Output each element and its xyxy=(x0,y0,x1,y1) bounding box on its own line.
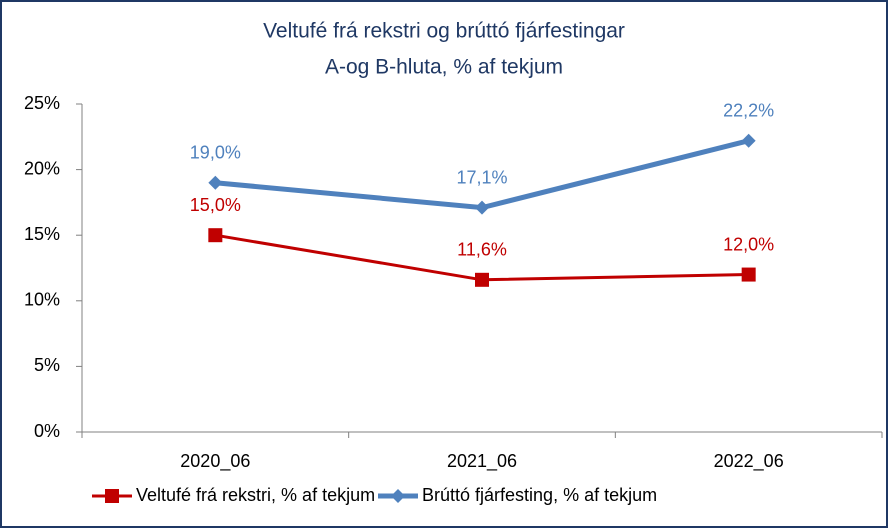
marker xyxy=(105,489,119,503)
y-tick-label: 10% xyxy=(24,290,60,310)
data-label: 17,1% xyxy=(456,167,507,187)
data-label: 15,0% xyxy=(190,195,241,215)
data-label: 12,0% xyxy=(723,234,774,254)
legend-label: Veltufé frá rekstri, % af tekjum xyxy=(136,485,375,505)
marker xyxy=(741,133,756,148)
y-tick-label: 25% xyxy=(24,93,60,113)
data-label: 22,2% xyxy=(723,100,774,120)
marker xyxy=(208,175,223,190)
marker xyxy=(391,489,405,503)
x-tick-label: 2021_06 xyxy=(447,451,517,472)
marker xyxy=(475,272,489,287)
marker xyxy=(475,200,489,215)
y-tick-label: 15% xyxy=(24,224,60,244)
legend-label: Brúttó fjárfesting, % af tekjum xyxy=(422,485,657,505)
y-tick-label: 20% xyxy=(24,158,60,178)
chart-subtitle: A-og B-hluta, % af tekjum xyxy=(325,56,563,79)
chart-title: Veltufé frá rekstri og brúttó fjárfestin… xyxy=(263,20,625,43)
data-label: 11,6% xyxy=(457,240,507,260)
y-tick-label: 0% xyxy=(34,421,60,441)
marker xyxy=(208,228,223,243)
x-tick-label: 2020_06 xyxy=(180,451,250,472)
marker xyxy=(741,267,756,282)
x-tick-label: 2022_06 xyxy=(714,451,784,472)
data-label: 19,0% xyxy=(190,142,241,162)
y-tick-label: 5% xyxy=(34,355,60,375)
